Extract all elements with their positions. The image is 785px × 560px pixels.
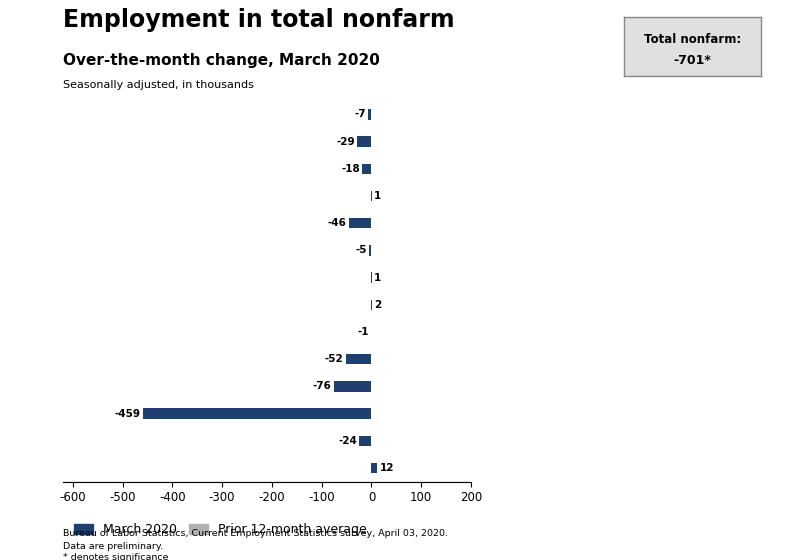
- Text: Construction*: Construction*: [0, 559, 1, 560]
- Bar: [143, 408, 371, 419]
- Text: Government: Government: [0, 559, 1, 560]
- Bar: [334, 381, 371, 391]
- Text: * denotes significance: * denotes significance: [63, 553, 168, 560]
- Text: Retail trade*: Retail trade*: [0, 559, 1, 560]
- Bar: [357, 137, 371, 147]
- Text: -29: -29: [337, 137, 355, 147]
- Legend: March 2020, Prior 12-month average: March 2020, Prior 12-month average: [69, 519, 372, 542]
- Bar: [371, 465, 372, 471]
- Bar: [354, 384, 371, 389]
- Text: Data are preliminary.: Data are preliminary.: [63, 542, 163, 551]
- Text: Over-the-month change, March 2020: Over-the-month change, March 2020: [63, 53, 380, 68]
- Text: Total nonfarm:: Total nonfarm:: [644, 32, 741, 46]
- Text: -18: -18: [341, 164, 360, 174]
- Text: -459: -459: [115, 409, 141, 419]
- Bar: [360, 436, 371, 446]
- Text: Financial activities: Financial activities: [0, 559, 1, 560]
- Text: Other services*: Other services*: [0, 559, 1, 560]
- Text: Utilities: Utilities: [0, 559, 1, 560]
- Bar: [369, 139, 371, 144]
- Text: -46: -46: [327, 218, 346, 228]
- Text: Manufacturing: Manufacturing: [0, 559, 1, 560]
- Text: Professional and business services*: Professional and business services*: [0, 559, 1, 560]
- Text: -701*: -701*: [674, 54, 712, 67]
- Bar: [349, 218, 371, 228]
- Bar: [367, 220, 371, 226]
- Bar: [371, 463, 378, 473]
- Text: Information: Information: [0, 559, 1, 560]
- Bar: [370, 248, 371, 253]
- Bar: [370, 166, 371, 172]
- Bar: [368, 109, 371, 120]
- Bar: [371, 193, 372, 199]
- Text: -52: -52: [325, 354, 344, 364]
- Bar: [345, 354, 371, 365]
- Text: 12: 12: [379, 463, 394, 473]
- Bar: [369, 245, 371, 255]
- Text: 2: 2: [374, 300, 382, 310]
- Text: -7: -7: [354, 109, 366, 119]
- Text: 1: 1: [374, 191, 382, 201]
- Text: Wholesale trade: Wholesale trade: [0, 559, 1, 560]
- Text: -76: -76: [312, 381, 331, 391]
- Text: Leisure and hospitality*: Leisure and hospitality*: [0, 559, 1, 560]
- Text: -1: -1: [357, 327, 369, 337]
- Text: Transportation and warehousing: Transportation and warehousing: [0, 559, 1, 560]
- Text: Employment in total nonfarm: Employment in total nonfarm: [63, 8, 455, 32]
- Text: Education and health services*: Education and health services*: [0, 559, 1, 560]
- Bar: [363, 164, 371, 174]
- Text: 1: 1: [374, 273, 382, 283]
- Bar: [361, 356, 371, 362]
- Text: -5: -5: [356, 245, 367, 255]
- Text: Seasonally adjusted, in thousands: Seasonally adjusted, in thousands: [63, 80, 254, 90]
- Text: -24: -24: [338, 436, 357, 446]
- Bar: [371, 300, 372, 310]
- Text: Mining and logging*: Mining and logging*: [0, 559, 1, 560]
- Bar: [364, 410, 371, 417]
- Text: Bureau of Labor Statistics, Current Employment Statistics survey, April 03, 2020: Bureau of Labor Statistics, Current Empl…: [63, 529, 447, 538]
- Bar: [369, 438, 371, 444]
